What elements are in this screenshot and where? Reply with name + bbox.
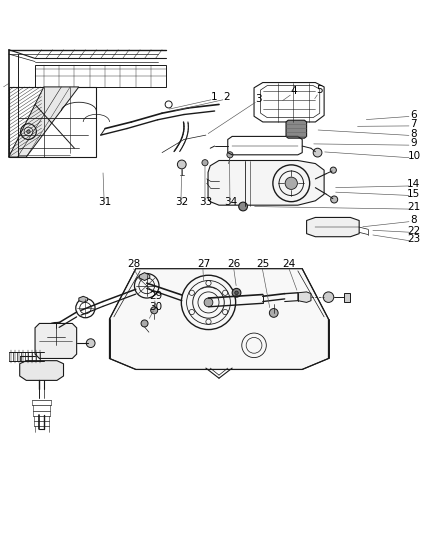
Circle shape [204,298,213,307]
Circle shape [27,130,30,133]
Circle shape [141,320,148,327]
Text: 4: 4 [290,86,297,96]
Text: 15: 15 [407,189,420,199]
Circle shape [177,160,186,169]
Text: 34: 34 [224,197,237,207]
Text: 23: 23 [407,235,420,244]
Text: 24: 24 [283,260,296,269]
Text: 10: 10 [407,151,420,161]
Text: 33: 33 [199,197,212,207]
Polygon shape [79,296,88,302]
Polygon shape [286,120,307,138]
Polygon shape [307,217,359,237]
Circle shape [313,148,322,157]
Text: 25: 25 [256,260,269,269]
Polygon shape [35,324,77,359]
Text: 32: 32 [175,197,188,207]
Text: 6: 6 [410,109,417,119]
Text: 9: 9 [410,139,417,148]
Circle shape [239,202,247,211]
Text: 27: 27 [197,260,210,269]
Polygon shape [20,361,64,381]
Circle shape [202,159,208,166]
Text: 29: 29 [149,291,162,301]
Circle shape [331,196,338,203]
Polygon shape [298,292,311,302]
Text: 3: 3 [255,94,262,104]
Circle shape [235,291,238,295]
Circle shape [86,339,95,348]
Text: 22: 22 [407,225,420,236]
Text: 26: 26 [228,260,241,269]
Circle shape [227,152,233,158]
Text: 2: 2 [223,92,230,102]
Text: 1: 1 [211,92,218,102]
Text: 28: 28 [127,260,140,269]
Polygon shape [9,87,79,157]
Circle shape [330,167,336,173]
Text: 31: 31 [99,197,112,207]
Text: 8: 8 [410,215,417,224]
Polygon shape [139,273,150,280]
Polygon shape [110,269,328,369]
Circle shape [285,177,297,189]
Text: 14: 14 [407,179,420,189]
Circle shape [323,292,334,302]
Circle shape [151,307,158,314]
Circle shape [269,309,278,317]
Polygon shape [344,293,350,302]
Text: 7: 7 [410,119,417,129]
Text: 21: 21 [407,203,420,212]
Text: 8: 8 [410,129,417,139]
Polygon shape [208,160,324,205]
Text: 30: 30 [149,302,162,312]
Text: 5: 5 [316,85,323,95]
Circle shape [232,288,241,297]
